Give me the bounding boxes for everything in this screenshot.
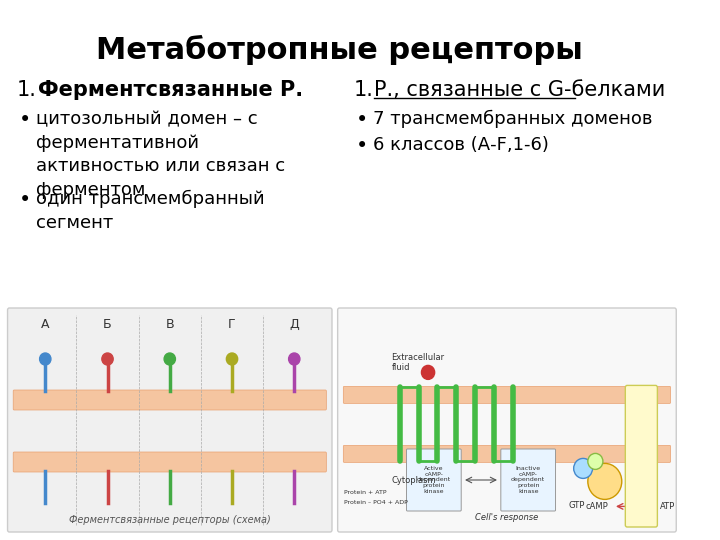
Text: один трансмембранный
сегмент: один трансмембранный сегмент xyxy=(36,190,264,232)
FancyBboxPatch shape xyxy=(13,452,326,472)
Circle shape xyxy=(574,458,593,478)
Text: Inactive
cAMP-
dependent
protein
kinase: Inactive cAMP- dependent protein kinase xyxy=(511,466,545,494)
FancyBboxPatch shape xyxy=(7,308,332,532)
Text: γ: γ xyxy=(593,456,598,467)
Text: Protein + ATP: Protein + ATP xyxy=(344,490,387,495)
FancyBboxPatch shape xyxy=(625,386,657,527)
Text: цитозольный домен – с
ферментативной
активностью или связан с
ферментом: цитозольный домен – с ферментативной акт… xyxy=(36,110,285,199)
Text: 1.: 1. xyxy=(354,80,374,100)
Text: ATP: ATP xyxy=(660,502,675,511)
FancyBboxPatch shape xyxy=(343,387,670,403)
Circle shape xyxy=(164,353,176,365)
Text: Г: Г xyxy=(228,318,236,331)
Text: Ферментсвязанные рецепторы (схема): Ферментсвязанные рецепторы (схема) xyxy=(69,515,271,525)
FancyBboxPatch shape xyxy=(501,449,556,511)
FancyBboxPatch shape xyxy=(13,390,326,410)
Text: Protein – PO4 + ADP: Protein – PO4 + ADP xyxy=(344,500,408,505)
Text: А: А xyxy=(41,318,50,331)
Circle shape xyxy=(289,353,300,365)
Text: Cytoplasm: Cytoplasm xyxy=(392,476,436,485)
Circle shape xyxy=(226,353,238,365)
Text: •: • xyxy=(19,110,31,130)
Text: β: β xyxy=(580,463,587,474)
Text: В: В xyxy=(166,318,174,331)
Text: •: • xyxy=(19,190,31,210)
Text: Active
cAMP-
dependent
protein
kinase: Active cAMP- dependent protein kinase xyxy=(417,466,451,494)
Text: Б: Б xyxy=(103,318,112,331)
Text: Cell's response: Cell's response xyxy=(475,513,539,522)
Text: cAMP: cAMP xyxy=(585,502,608,511)
Text: 7 трансмембранных доменов: 7 трансмембранных доменов xyxy=(372,110,652,128)
Text: •: • xyxy=(356,136,368,156)
Text: •: • xyxy=(356,110,368,130)
Text: 6 классов (А-F,1-6): 6 классов (А-F,1-6) xyxy=(372,136,549,154)
Circle shape xyxy=(40,353,51,365)
Circle shape xyxy=(588,454,603,469)
Text: 1.: 1. xyxy=(17,80,37,100)
Text: α: α xyxy=(600,475,609,488)
Text: GTP: GTP xyxy=(568,502,585,510)
Text: Д: Д xyxy=(289,318,299,331)
Circle shape xyxy=(588,463,622,500)
Circle shape xyxy=(102,353,113,365)
Text: Extracellular
fluid: Extracellular fluid xyxy=(392,353,444,373)
FancyBboxPatch shape xyxy=(407,449,462,511)
Circle shape xyxy=(421,366,435,380)
Text: Метаботропные рецепторы: Метаботропные рецепторы xyxy=(96,35,583,65)
FancyBboxPatch shape xyxy=(343,446,670,462)
Text: Р., связанные с G-белками: Р., связанные с G-белками xyxy=(374,80,666,100)
FancyBboxPatch shape xyxy=(338,308,676,532)
Text: Ферментсвязанные Р.: Ферментсвязанные Р. xyxy=(37,80,303,100)
Text: Adenylyl
cyclase: Adenylyl cyclase xyxy=(625,447,658,466)
